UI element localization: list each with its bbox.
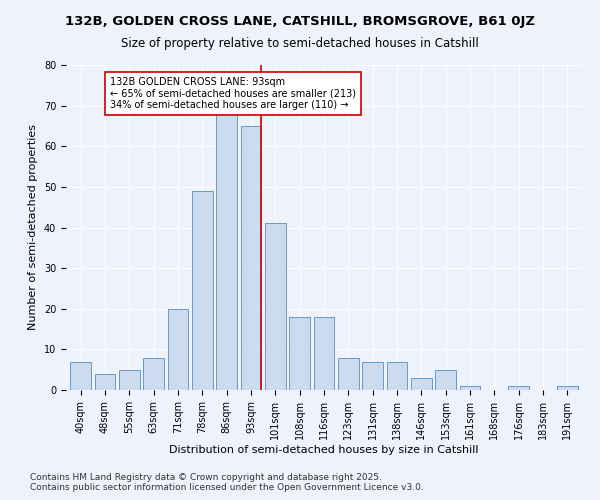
Bar — [216, 114, 237, 390]
Bar — [241, 126, 262, 390]
Bar — [70, 362, 91, 390]
Bar — [508, 386, 529, 390]
Bar — [436, 370, 456, 390]
Bar — [460, 386, 481, 390]
Bar — [289, 317, 310, 390]
Text: 132B, GOLDEN CROSS LANE, CATSHILL, BROMSGROVE, B61 0JZ: 132B, GOLDEN CROSS LANE, CATSHILL, BROMS… — [65, 15, 535, 28]
Bar — [265, 224, 286, 390]
Bar — [192, 191, 212, 390]
Bar — [119, 370, 140, 390]
Bar — [386, 362, 407, 390]
Bar — [95, 374, 115, 390]
Bar — [362, 362, 383, 390]
Bar — [314, 317, 334, 390]
Text: Size of property relative to semi-detached houses in Catshill: Size of property relative to semi-detach… — [121, 38, 479, 51]
X-axis label: Distribution of semi-detached houses by size in Catshill: Distribution of semi-detached houses by … — [169, 444, 479, 454]
Bar — [167, 308, 188, 390]
Bar — [411, 378, 432, 390]
Bar — [143, 358, 164, 390]
Bar — [338, 358, 359, 390]
Text: Contains HM Land Registry data © Crown copyright and database right 2025.
Contai: Contains HM Land Registry data © Crown c… — [30, 473, 424, 492]
Y-axis label: Number of semi-detached properties: Number of semi-detached properties — [28, 124, 38, 330]
Bar — [557, 386, 578, 390]
Text: 132B GOLDEN CROSS LANE: 93sqm
← 65% of semi-detached houses are smaller (213)
34: 132B GOLDEN CROSS LANE: 93sqm ← 65% of s… — [110, 77, 356, 110]
